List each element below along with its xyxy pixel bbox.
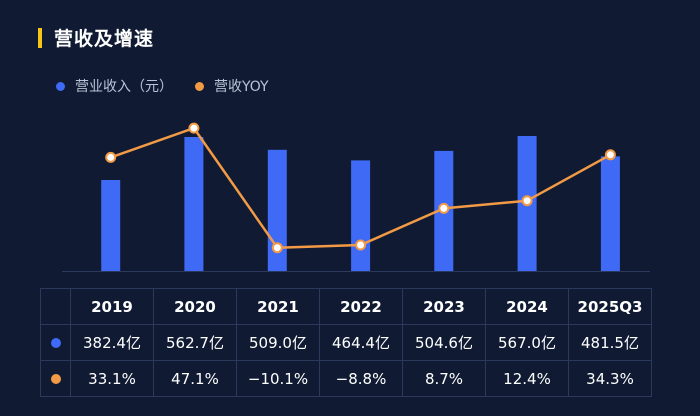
bar-revenue-2019 xyxy=(101,180,121,271)
table-header-cell: 2022 xyxy=(319,288,403,325)
title-accent-bar xyxy=(38,27,42,48)
table-cell: 34.3% xyxy=(568,360,652,397)
bar-revenue-2020 xyxy=(184,137,204,271)
table-cell: −8.8% xyxy=(319,360,403,397)
legend: 营业收入（元） 营收YOY xyxy=(56,76,291,96)
yoy-point-2021 xyxy=(271,242,283,254)
table-cell: 464.4亿 xyxy=(319,324,403,361)
table-header-cell: 2019 xyxy=(70,288,154,325)
table-row-yoy: 33.1% 47.1% −10.1% −8.8% 8.7% 12.4% 34.3… xyxy=(40,360,652,397)
table-cell: 562.7亿 xyxy=(153,324,237,361)
chart-plot xyxy=(62,122,650,272)
legend-revenue-label: 营业收入（元） xyxy=(75,79,173,95)
yoy-point-2025Q3 xyxy=(604,149,616,161)
bar-revenue-2025Q3 xyxy=(600,156,620,271)
yoy-point-2020 xyxy=(188,122,200,134)
legend-yoy-label: 营收YOY xyxy=(214,79,269,95)
table-cell: 567.0亿 xyxy=(485,324,569,361)
table-cell: 33.1% xyxy=(70,360,154,397)
revenue-dot-icon xyxy=(50,338,61,348)
legend-item-yoy: 营收YOY xyxy=(195,76,269,96)
legend-item-revenue: 营业收入（元） xyxy=(56,76,173,96)
yoy-dot-icon xyxy=(50,374,61,384)
table-corner-cell xyxy=(40,288,71,325)
table-cell: 481.5亿 xyxy=(568,324,652,361)
table-header-cell: 2024 xyxy=(485,288,569,325)
title-text: 营收及增速 xyxy=(54,28,155,50)
table-header-cell: 2023 xyxy=(402,288,486,325)
table-cell: 47.1% xyxy=(153,360,237,397)
yoy-point-2024 xyxy=(521,195,533,207)
table-header-cell: 2025Q3 xyxy=(568,288,652,325)
legend-yoy-dot-icon xyxy=(195,81,204,91)
table-cell: 8.7% xyxy=(402,360,486,397)
yoy-point-2022 xyxy=(355,239,367,251)
table-cell: 12.4% xyxy=(485,360,569,397)
table-header-cell: 2021 xyxy=(236,288,320,325)
table-cell: 504.6亿 xyxy=(402,324,486,361)
table-cell: 509.0亿 xyxy=(236,324,320,361)
table-row-label xyxy=(40,360,71,397)
table-row-label xyxy=(40,324,71,361)
table-header-cell: 2020 xyxy=(153,288,237,325)
yoy-point-2019 xyxy=(105,151,117,163)
chart-title: 营收及增速 xyxy=(38,24,154,51)
table-cell: 382.4亿 xyxy=(70,324,154,361)
table-row-revenue: 382.4亿 562.7亿 509.0亿 464.4亿 504.6亿 567.0… xyxy=(40,324,652,361)
bar-revenue-2022 xyxy=(351,160,371,271)
legend-revenue-dot-icon xyxy=(56,81,65,91)
table-cell: −10.1% xyxy=(236,360,320,397)
table-header-row: 2019 2020 2021 2022 2023 2024 2025Q3 xyxy=(40,288,652,325)
yoy-point-2023 xyxy=(438,202,450,214)
data-table: 2019 2020 2021 2022 2023 2024 2025Q3 382… xyxy=(40,288,652,397)
